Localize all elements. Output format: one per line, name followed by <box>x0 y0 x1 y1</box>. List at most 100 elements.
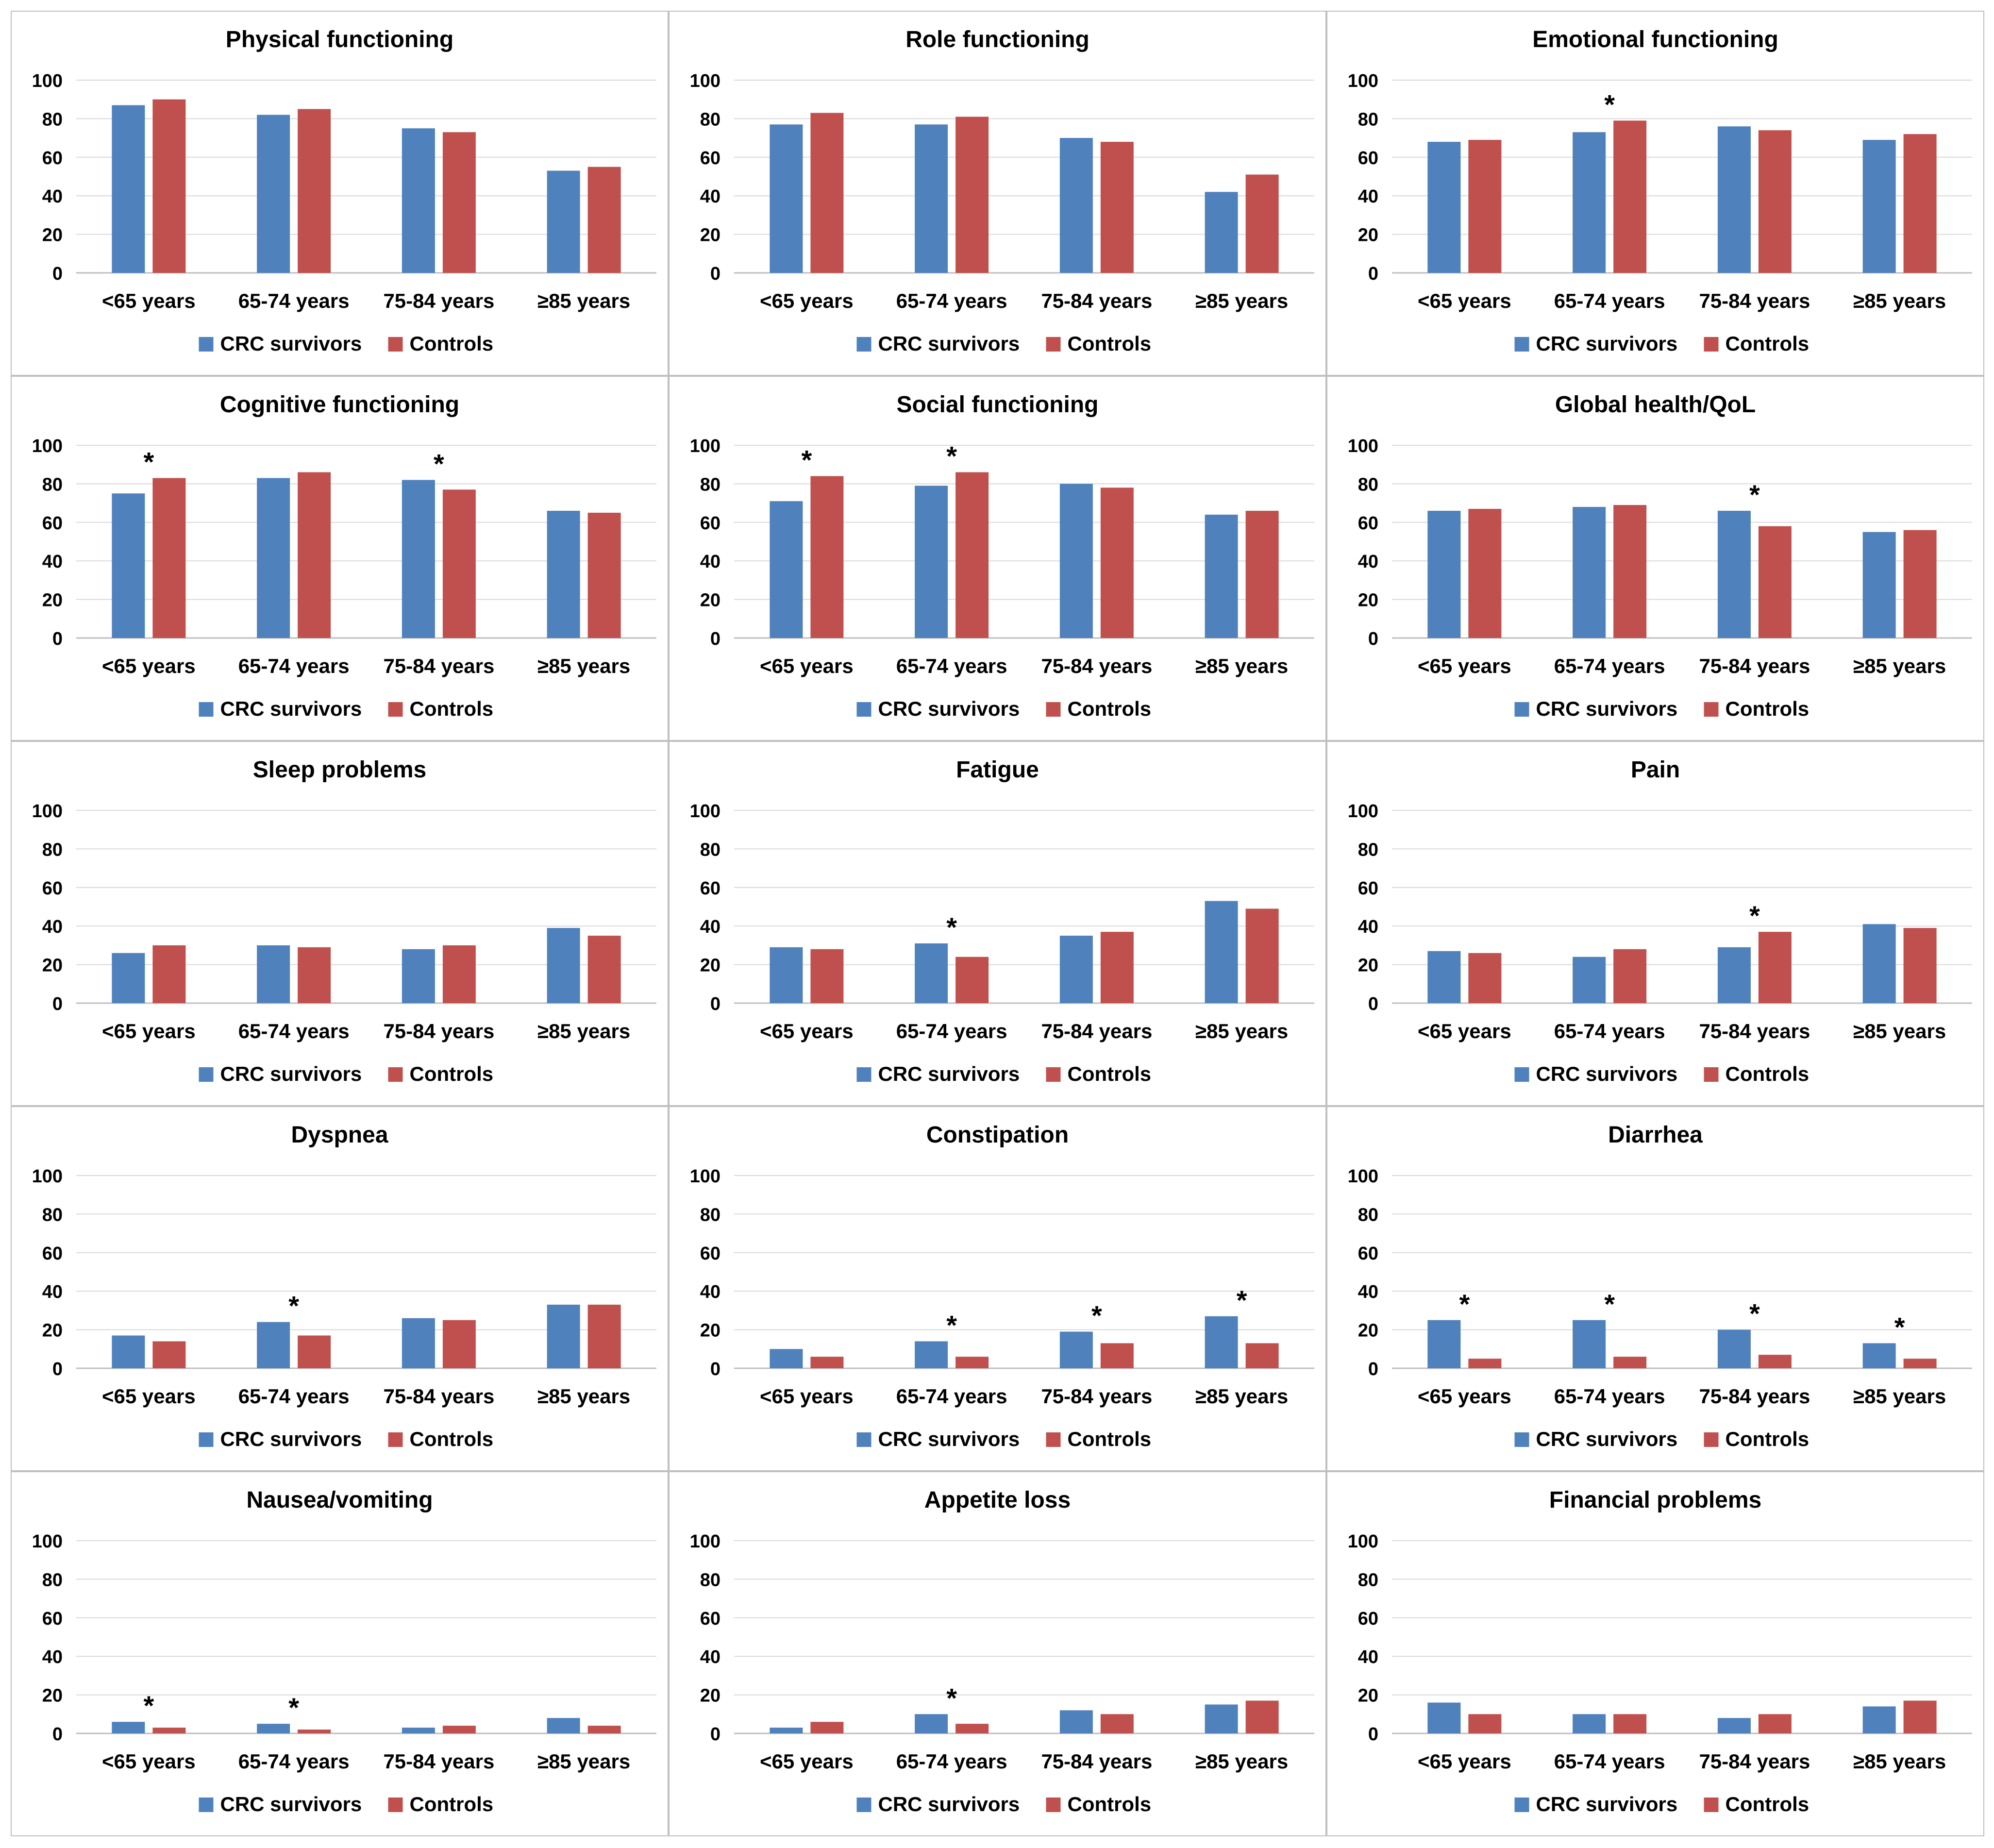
bar-controls <box>1245 908 1279 1003</box>
legend-crc-survivors-label: CRC survivors <box>220 697 362 720</box>
y-tick-label: 40 <box>42 1282 63 1302</box>
y-tick-label: 40 <box>42 186 63 207</box>
bar-crc-survivors <box>257 1322 290 1368</box>
y-tick-label: 80 <box>700 109 721 130</box>
bar-crc-survivors <box>1205 514 1238 638</box>
bar-controls <box>1758 1714 1792 1733</box>
x-category-label: 65-74 years <box>238 289 350 312</box>
legend-crc-survivors: CRC survivors <box>1514 697 1677 720</box>
x-category-label: 65-74 years <box>1554 655 1665 677</box>
legend-crc-survivors-swatch <box>199 1067 214 1082</box>
legend-crc-survivors: CRC survivors <box>856 1428 1020 1450</box>
x-category-label: <65 years <box>1418 1385 1511 1408</box>
chart-panel: Fatigue 0 20 40 60 80 100 <65 years 65-74 years *… <box>669 741 1326 1106</box>
bar-controls <box>442 489 476 638</box>
y-tick-label: 60 <box>1358 878 1378 899</box>
bar-controls <box>955 1357 989 1368</box>
bar-controls <box>810 949 844 1003</box>
x-category-label: 65-74 years <box>896 1020 1007 1042</box>
chart-panel: Financial problems 0 20 40 60 80 100 <65 years 6… <box>1326 1471 1984 1836</box>
bar-controls <box>1758 130 1792 273</box>
significance-asterisk: * <box>946 1310 957 1340</box>
legend-crc-survivors-label: CRC survivors <box>1536 1062 1678 1085</box>
y-tick-label: 20 <box>42 1686 63 1706</box>
x-category-label: <65 years <box>102 1020 196 1042</box>
chart-title: Nausea/vomiting <box>246 1487 433 1513</box>
bar-controls <box>152 945 186 1003</box>
bar-controls <box>1613 949 1647 1003</box>
y-tick-label: 20 <box>1358 225 1378 246</box>
legend-controls-swatch <box>1704 1432 1719 1447</box>
legend-crc-survivors-swatch <box>1514 1798 1529 1812</box>
legend-crc-survivors-swatch <box>1514 1067 1529 1082</box>
bar-controls <box>298 947 331 1003</box>
chart-panel-border <box>11 1471 669 1836</box>
legend-crc-survivors-swatch <box>856 1798 871 1812</box>
bar-crc-survivors <box>1717 947 1751 1003</box>
chart-panel: Sleep problems 0 20 40 60 80 100 <65 years 65-74… <box>11 741 669 1106</box>
y-tick-label: 20 <box>42 1321 63 1341</box>
y-tick-label: 60 <box>1358 1243 1378 1264</box>
chart-title: Fatigue <box>956 757 1039 783</box>
y-tick-label: 100 <box>690 71 721 91</box>
x-category-label: ≥85 years <box>537 1385 630 1408</box>
significance-asterisk: * <box>946 912 957 942</box>
x-category-label: <65 years <box>102 289 196 312</box>
y-tick-label: 20 <box>1358 956 1378 976</box>
y-tick-label: 80 <box>42 1570 63 1590</box>
bar-crc-survivors <box>1205 1704 1238 1733</box>
legend-crc-survivors-swatch <box>856 1067 871 1082</box>
chart-panel-border <box>1326 741 1984 1106</box>
x-category-label: <65 years <box>760 1020 854 1042</box>
legend-controls-label: Controls <box>1726 1428 1810 1450</box>
legend-crc-survivors-swatch <box>1514 1432 1529 1447</box>
legend-crc-survivors-label: CRC survivors <box>878 332 1020 355</box>
legend-crc-survivors: CRC survivors <box>1514 1428 1678 1450</box>
bar-controls <box>1100 1343 1134 1368</box>
y-tick-label: 60 <box>700 148 721 168</box>
legend-crc-survivors-swatch <box>199 1432 214 1447</box>
bar-controls <box>955 957 989 1003</box>
x-category-label: 65-74 years <box>1554 1020 1665 1042</box>
legend-crc-survivors-label: CRC survivors <box>1536 332 1678 355</box>
y-tick-label: 0 <box>710 1359 721 1379</box>
bar-crc-survivors <box>770 947 803 1003</box>
bar-crc-survivors <box>112 105 145 273</box>
legend-crc-survivors-label: CRC survivors <box>220 332 362 355</box>
y-tick-label: 40 <box>700 1282 721 1302</box>
y-tick-label: 20 <box>1358 1321 1378 1341</box>
significance-asterisk: * <box>1749 479 1760 510</box>
bar-controls <box>1613 120 1647 273</box>
chart-panel-border <box>669 1471 1326 1836</box>
y-tick-label: 40 <box>1358 1647 1378 1667</box>
legend-controls: Controls <box>388 1793 494 1815</box>
y-tick-label: 40 <box>1358 552 1378 572</box>
legend-controls: Controls <box>1046 1062 1151 1085</box>
x-category-label: ≥85 years <box>537 1750 630 1773</box>
bar-controls <box>1613 505 1647 638</box>
bar-crc-survivors <box>257 1724 290 1733</box>
chart-panel: Pain 0 20 40 60 80 100 <65 years 65-74 years 75-8… <box>1326 741 1984 1106</box>
y-tick-label: 80 <box>42 840 63 860</box>
bar-controls <box>298 472 331 638</box>
y-tick-label: 100 <box>1348 801 1378 822</box>
y-tick-label: 60 <box>1358 148 1378 168</box>
legend-controls-label: Controls <box>1726 697 1810 720</box>
y-tick-label: 0 <box>710 629 721 649</box>
y-tick-label: 40 <box>700 1647 721 1667</box>
legend-crc-survivors-label: CRC survivors <box>220 1428 362 1450</box>
legend-controls-label: Controls <box>1068 1793 1152 1815</box>
y-tick-label: 100 <box>1348 436 1378 456</box>
legend-controls-label: Controls <box>410 1793 494 1815</box>
bar-crc-survivors <box>1059 1331 1093 1368</box>
chart-panel: Social functioning 0 20 40 60 80 100 <65 years *… <box>669 376 1326 741</box>
y-tick-label: 100 <box>32 71 63 91</box>
y-tick-label: 0 <box>1368 994 1378 1014</box>
x-category-label: ≥85 years <box>537 1020 630 1042</box>
y-tick-label: 80 <box>42 1205 63 1225</box>
y-tick-label: 20 <box>700 225 721 246</box>
x-category-label: ≥85 years <box>1853 655 1946 677</box>
x-category-label: 65-74 years <box>896 1385 1007 1408</box>
legend-controls-label: Controls <box>1726 1793 1810 1815</box>
legend-crc-survivors-label: CRC survivors <box>1536 1428 1678 1450</box>
